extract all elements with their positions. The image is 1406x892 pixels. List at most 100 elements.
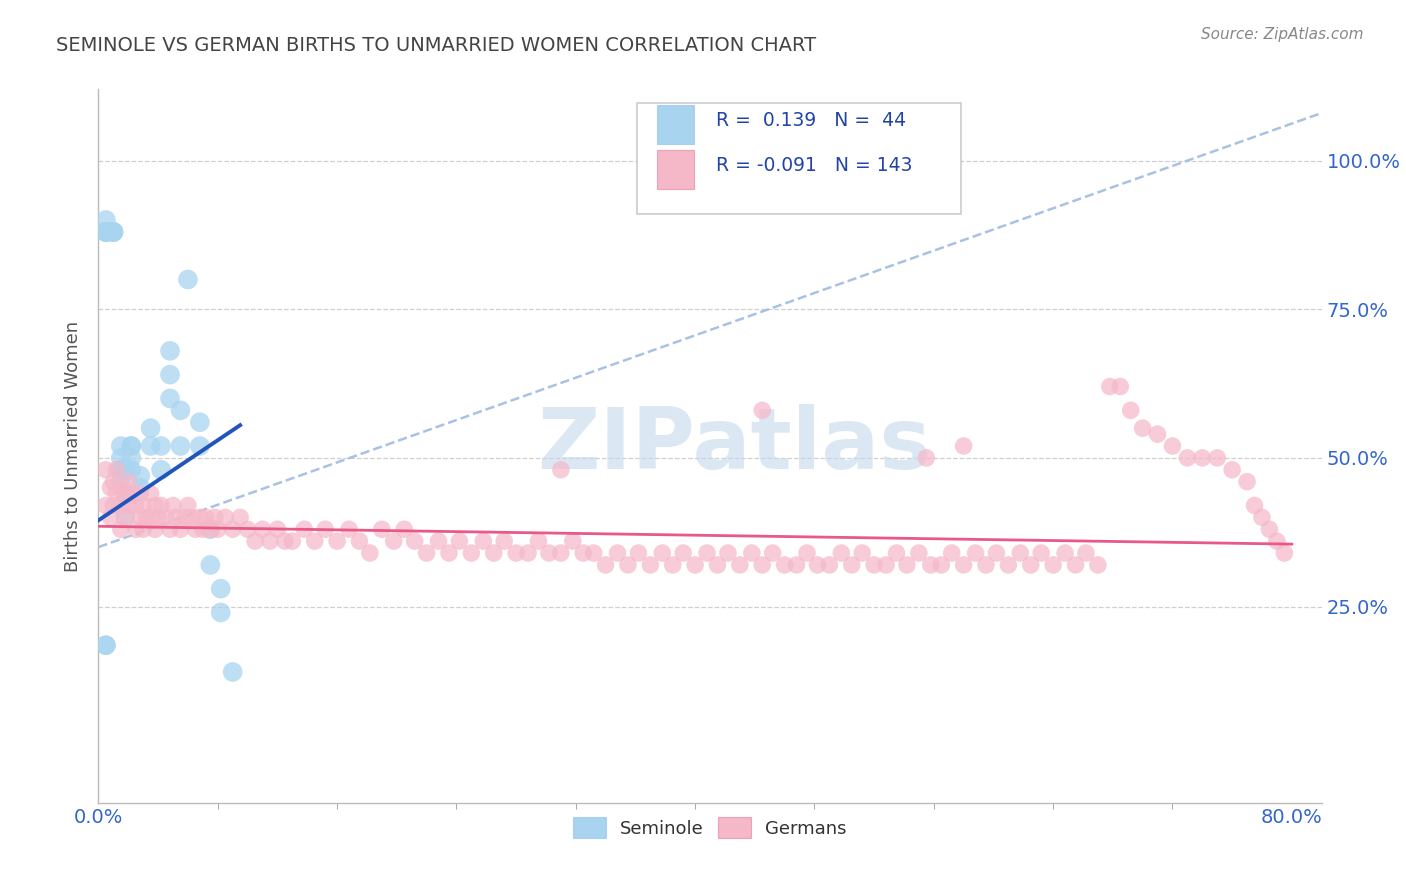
Point [371,522,394,536]
Point [952,558,974,572]
Point [706,558,728,572]
Point [129,468,152,483]
Point [204,510,226,524]
Point [449,534,471,549]
Point [796,546,818,560]
Point [103,225,125,239]
Point [786,558,808,572]
Point [1236,475,1258,489]
Point [221,665,243,679]
Point [818,558,841,572]
Point [1064,558,1087,572]
Point [404,534,426,549]
Point [550,463,572,477]
Point [292,522,315,536]
Point [806,558,828,572]
Point [139,510,162,524]
Point [143,522,166,536]
Point [180,510,202,524]
Point [505,546,527,560]
Point [728,558,751,572]
Point [188,439,211,453]
Point [304,534,326,549]
Point [194,510,217,524]
Point [751,558,773,572]
Point [110,499,132,513]
Point [110,475,132,489]
Point [110,463,132,477]
Point [896,558,918,572]
Point [117,499,139,513]
Point [875,558,897,572]
Point [1054,546,1077,560]
Point [94,225,117,239]
Point [281,534,304,549]
Point [129,510,152,524]
Point [572,546,595,560]
Point [146,510,169,524]
Point [494,534,516,549]
Point [120,439,142,453]
Point [117,475,139,489]
Point [751,403,773,417]
Point [472,534,495,549]
Point [627,546,650,560]
Point [229,510,252,524]
Point [1031,546,1053,560]
Point [150,499,173,513]
Point [139,421,162,435]
Point [1109,379,1132,393]
Point [103,225,125,239]
Point [595,558,617,572]
Point [114,486,136,500]
Point [672,546,695,560]
Point [94,638,117,652]
Point [1087,558,1109,572]
Point [125,499,148,513]
Point [132,499,155,513]
Point [259,534,281,549]
Point [830,546,852,560]
Point [582,546,605,560]
Point [150,439,173,453]
Point [103,475,125,489]
Point [165,510,187,524]
Point [139,486,162,500]
Point [94,638,117,652]
Point [207,522,229,536]
Point [120,450,142,465]
Point [314,522,336,536]
Point [200,522,222,536]
Point [103,225,125,239]
Point [1098,379,1121,393]
Point [120,486,142,500]
Point [110,481,132,495]
Point [392,522,416,536]
Point [640,558,662,572]
Point [98,481,121,495]
Point [841,558,863,572]
Point [94,213,117,227]
Point [94,463,117,477]
Point [1243,499,1265,513]
Point [661,558,683,572]
Text: ZIPatlas: ZIPatlas [537,404,931,488]
Point [162,499,184,513]
Point [132,522,155,536]
Point [683,558,706,572]
Point [159,343,181,358]
Point [437,546,460,560]
Point [143,499,166,513]
Point [1132,421,1154,435]
Point [94,225,117,239]
Point [941,546,963,560]
Point [191,522,214,536]
Point [266,522,288,536]
Point [359,546,381,560]
Text: Source: ZipAtlas.com: Source: ZipAtlas.com [1201,27,1364,42]
Point [94,225,117,239]
Point [915,450,938,465]
Point [209,582,232,596]
Point [98,510,121,524]
Point [177,272,200,286]
